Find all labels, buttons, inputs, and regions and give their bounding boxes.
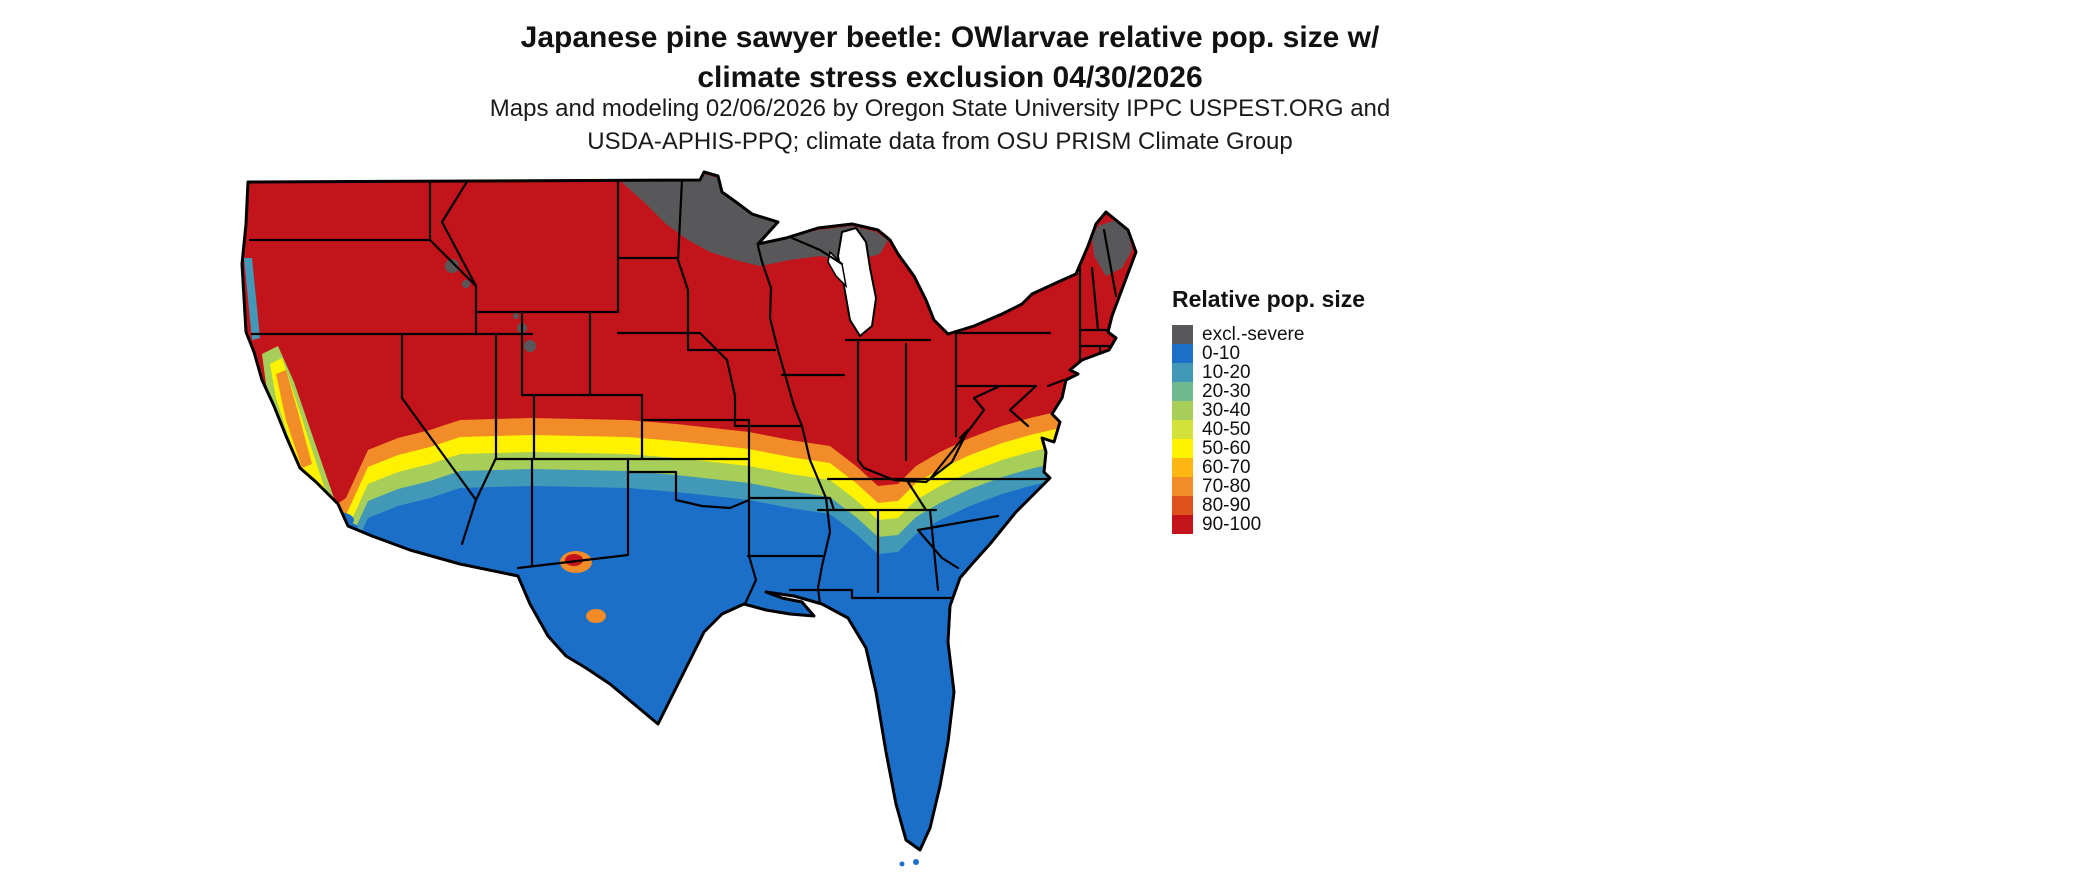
legend-swatch [1172,458,1193,477]
legend-item: 60-70 [1172,458,1432,477]
map-legend: Relative pop. size excl.-severe 0-10 10-20… [1172,286,1432,534]
legend-item: excl.-severe [1172,325,1432,344]
legend-swatch [1172,325,1193,344]
legend-swatch [1172,477,1193,496]
legend-label: 70-80 [1202,476,1251,497]
legend-label: 80-90 [1202,495,1251,516]
legend-label: 40-50 [1202,419,1251,440]
legend-label: 90-100 [1202,514,1262,535]
excluded-speck-colorado-3 [513,313,519,319]
legend-swatch [1172,496,1193,515]
oregon-coast-teal-strip [244,258,260,340]
legend-item: 90-100 [1172,515,1432,534]
legend-item: 30-40 [1172,401,1432,420]
legend-swatch [1172,344,1193,363]
legend-swatch [1172,439,1193,458]
legend-swatch [1172,363,1193,382]
us-population-map [230,168,1140,868]
legend-title: Relative pop. size [1172,286,1366,312]
legend-swatch [1172,420,1193,439]
florida-keys-dot-1 [913,859,919,865]
excluded-speck-yellowstone-2 [462,280,470,288]
legend-label: 50-60 [1202,438,1251,459]
title-line-1: Japanese pine sawyer beetle: OWlarvae re… [520,21,1380,54]
south-texas-orange-pocket [586,609,606,623]
subtitle-line-1: Maps and modeling 02/06/2026 by Oregon S… [489,95,1391,122]
excluded-zone-upper-midwest [620,174,888,266]
legend-item: 10-20 [1172,363,1432,382]
legend-swatch [1172,515,1193,534]
excluded-speck-yellowstone [445,259,459,273]
florida-keys-dot-2 [899,861,905,867]
legend-label: excl.-severe [1202,324,1305,345]
subtitle-line-2: USDA-APHIS-PPQ; climate data from OSU PR… [587,128,1293,156]
title-line-2: climate stress exclusion 04/30/2026 [697,60,1203,94]
excluded-speck-colorado-2 [524,340,536,352]
state-borders [248,178,1120,608]
band-0-10 [320,480,1110,850]
legend-item: 20-30 [1172,382,1432,401]
legend-item: 40-50 [1172,420,1432,439]
california-valley-orange-patch [276,370,312,468]
legend-swatch [1172,401,1193,420]
legend-label: 60-70 [1202,457,1251,478]
legend-swatch [1172,382,1193,401]
legend-item: 80-90 [1172,496,1432,515]
excluded-zone-northern-maine [1092,220,1132,276]
legend-label: 20-30 [1202,381,1251,402]
page-subtitle: Maps and modeling 02/06/2026 by Oregon S… [0,92,1880,158]
legend-items: excl.-severe 0-10 10-20 20-30 30-40 40-50 50-6… [1172,325,1432,534]
legend-label: 10-20 [1202,362,1251,383]
legend-label: 30-40 [1202,400,1251,421]
legend-label: 0-10 [1202,343,1241,364]
legend-item: 0-10 [1172,344,1432,363]
legend-item: 50-60 [1172,439,1432,458]
page-title: Japanese pine sawyer beetle: OWlarvae re… [0,18,1900,97]
legend-item: 70-80 [1172,477,1432,496]
us-map-svg [240,170,1138,867]
